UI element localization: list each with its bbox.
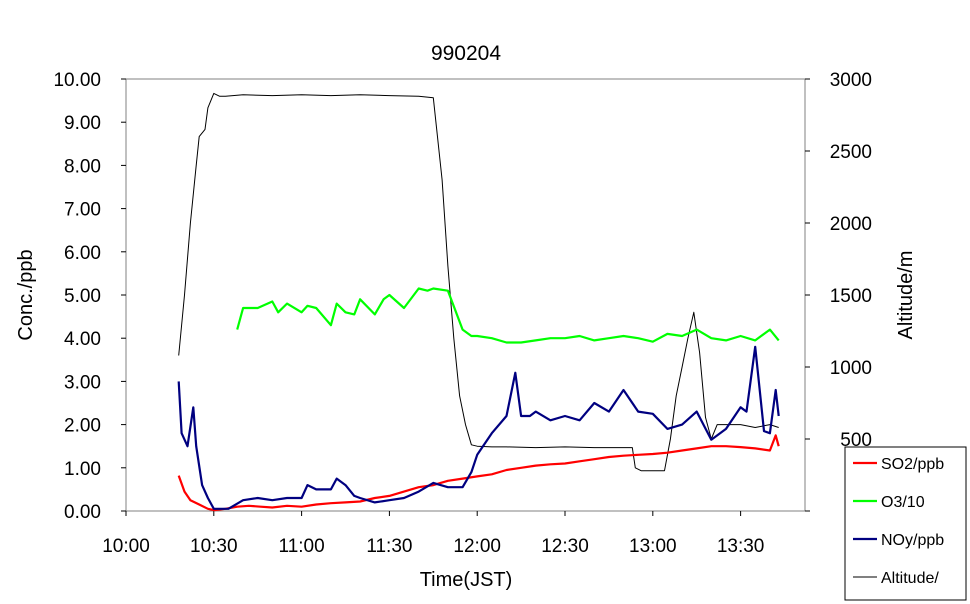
y-left-tick-label: 2.00	[64, 416, 101, 437]
legend-label: SO2/ppb	[881, 456, 944, 473]
series-line-noyppb	[177, 345, 780, 510]
y-left-tick-label: 5.00	[64, 286, 101, 307]
y-axis-left-label: Conc./ppb	[15, 249, 37, 340]
legend-label: Altitude/	[881, 570, 939, 587]
legend-label: O3/10	[881, 494, 925, 511]
y-left-tick-label: 10.00	[53, 70, 101, 91]
y-left-tick-label: 6.00	[64, 243, 101, 264]
y-right-tick-label: 3000	[830, 70, 872, 91]
series-line-altitude	[178, 92, 779, 472]
x-tick-label: 10:30	[190, 536, 238, 557]
chart-title: 990204	[431, 42, 501, 65]
y-axis-right-label: Altitude/m	[895, 251, 917, 340]
plot-area	[125, 78, 806, 512]
y-right-tick-label: 1500	[830, 286, 872, 307]
y-right-tick-label: 1000	[830, 358, 872, 379]
y-left-tick-label: 4.00	[64, 329, 101, 350]
y-right-tick-label: 2500	[830, 142, 872, 163]
x-axis-label: Time(JST)	[420, 569, 513, 591]
y-right-tick-label: 500	[840, 430, 872, 451]
y-left-tick-label: 8.00	[64, 156, 101, 177]
x-tick-label: 11:30	[366, 536, 412, 557]
x-tick-label: 10:00	[102, 536, 150, 557]
series-line-so2ppb	[177, 434, 780, 512]
legend-label: NOy/ppb	[881, 532, 944, 549]
y-right-tick-label: 2000	[830, 214, 872, 235]
y-left-tick-label: 3.00	[64, 372, 101, 393]
y-left-tick-label: 7.00	[64, 200, 101, 221]
x-tick-label: 12:00	[453, 536, 501, 557]
y-left-tick-label: 1.00	[64, 459, 101, 480]
y-left-tick-label: 0.00	[64, 502, 101, 523]
x-tick-label: 13:00	[629, 536, 677, 557]
x-tick-label: 12:30	[541, 536, 589, 557]
x-tick-label: 13:30	[717, 536, 765, 557]
series-line-o310	[236, 287, 780, 344]
y-left-tick-label: 9.00	[64, 113, 101, 134]
legend	[844, 446, 967, 601]
x-tick-label: 11:00	[279, 536, 325, 557]
